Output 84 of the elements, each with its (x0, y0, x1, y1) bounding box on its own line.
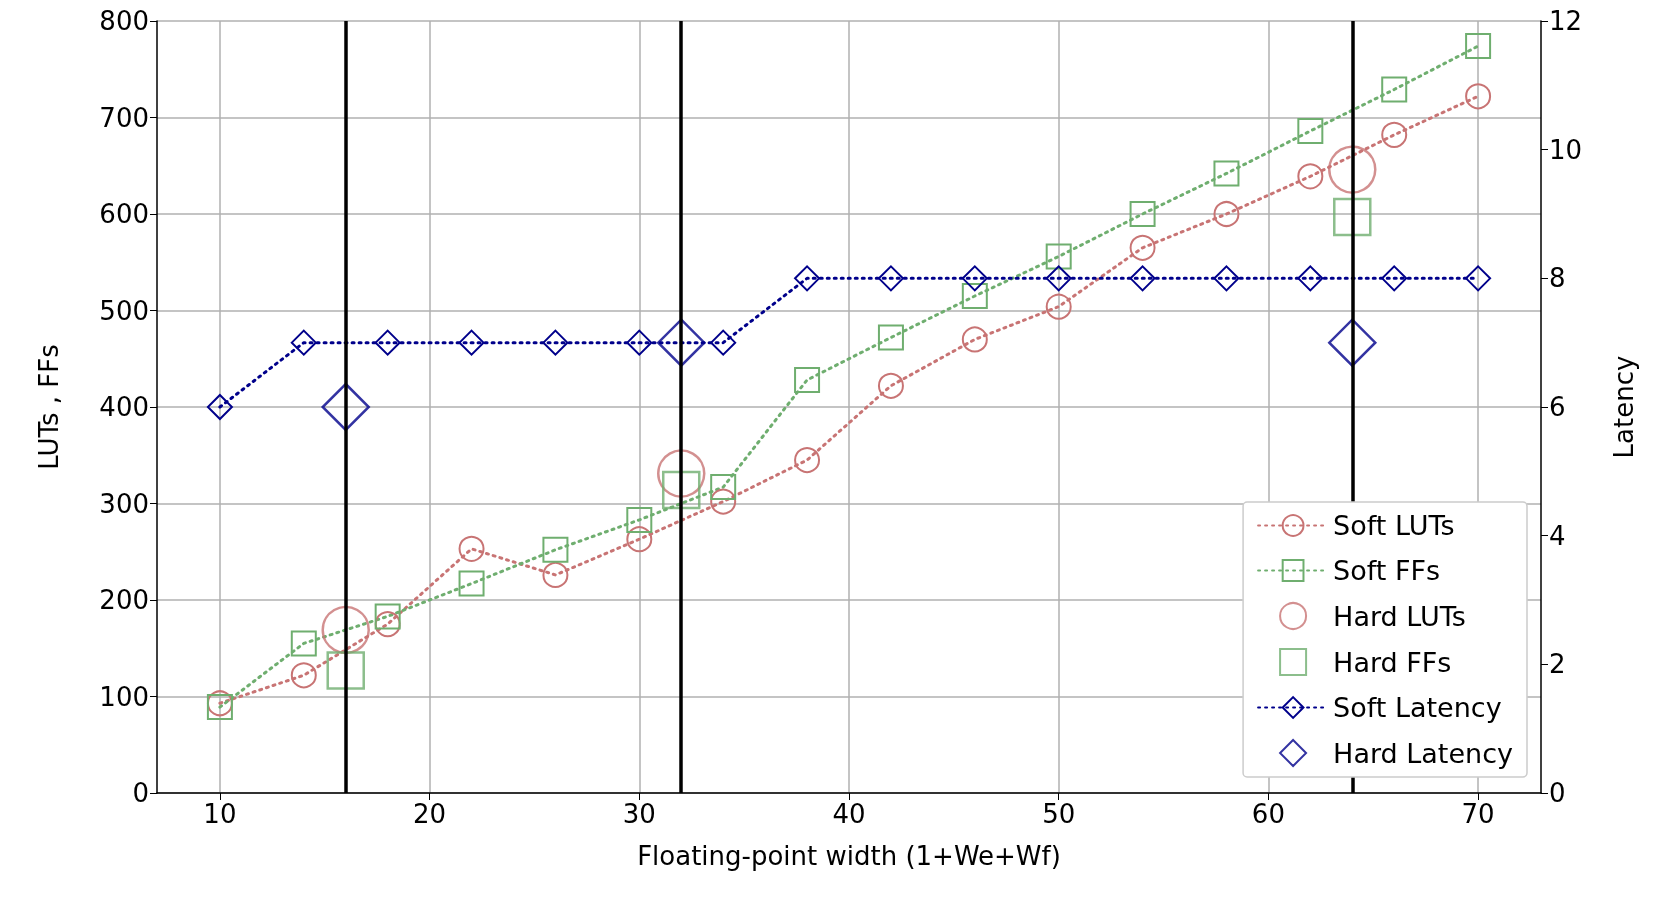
x-tick-label: 60 (1251, 799, 1285, 829)
y2-tick-label: 0 (1549, 778, 1566, 808)
point (1297, 265, 1324, 292)
x-tick-label: 50 (1042, 799, 1076, 829)
point (542, 561, 569, 588)
point (206, 394, 233, 420)
y-tick-label: 400 (99, 392, 149, 422)
point (710, 488, 737, 515)
point (961, 265, 988, 292)
point (794, 447, 821, 474)
y-tick-label: 200 (99, 585, 149, 615)
point (458, 329, 485, 356)
point (710, 474, 737, 501)
legend-label: Hard FFs (1333, 646, 1452, 678)
point (1129, 201, 1156, 227)
point (374, 329, 401, 356)
x-tick-label: 10 (203, 799, 237, 829)
point (877, 372, 904, 399)
point (961, 283, 988, 310)
x-tick-label: 30 (622, 799, 656, 829)
point (1129, 234, 1156, 261)
x-tick-label: 40 (832, 799, 866, 829)
point (626, 506, 653, 533)
point (458, 570, 485, 597)
point (1213, 201, 1240, 227)
point (1465, 33, 1492, 60)
y2-tick-label: 6 (1549, 392, 1566, 422)
legend-label: Hard Latency (1333, 737, 1514, 769)
y-tick-label: 0 (132, 778, 149, 808)
point (542, 329, 569, 356)
y-tick-label: 700 (99, 102, 149, 133)
point (1381, 265, 1408, 292)
point (1045, 293, 1072, 320)
point (794, 366, 821, 393)
point (794, 265, 821, 292)
point (710, 329, 737, 356)
point (326, 651, 365, 690)
legend-label: Soft LUTs (1333, 510, 1455, 541)
point (458, 535, 485, 562)
point (1333, 197, 1372, 237)
y2-tick-label: 10 (1549, 134, 1583, 165)
y2-tick-label: 8 (1549, 263, 1566, 294)
point (1381, 76, 1408, 103)
point (290, 662, 317, 689)
point (626, 526, 653, 553)
point (626, 329, 653, 356)
point (1213, 160, 1240, 187)
point (1328, 145, 1377, 194)
point (1045, 243, 1072, 270)
point (290, 630, 317, 657)
point (1129, 265, 1156, 292)
y-tick-label: 300 (99, 488, 149, 519)
y-tick-label: 100 (99, 681, 149, 712)
point (1381, 121, 1408, 148)
y2-tick-label: 4 (1549, 520, 1566, 551)
point (374, 611, 401, 638)
legend-label: Soft FFs (1333, 555, 1441, 586)
x-tick-label: 20 (413, 799, 447, 829)
point (290, 329, 317, 356)
point (374, 603, 401, 630)
point (961, 326, 988, 353)
point (542, 536, 569, 563)
x-tick-label: 70 (1461, 799, 1495, 829)
point (1045, 265, 1072, 292)
point (1297, 163, 1324, 190)
legend-label: Soft Latency (1333, 692, 1502, 723)
legend-label: Hard LUTs (1333, 600, 1466, 632)
x-axis-title: Floating-point width (1+We+Wf) (637, 841, 1061, 871)
y-axis-title: LUTs , FFs (34, 344, 64, 470)
y2-tick-label: 12 (1549, 6, 1583, 36)
point (656, 318, 706, 367)
point (1297, 118, 1324, 145)
point (1328, 318, 1377, 367)
point (321, 382, 370, 432)
y-tick-label: 500 (99, 295, 149, 326)
y-tick-label: 800 (99, 6, 149, 36)
y2-tick-label: 2 (1549, 649, 1566, 680)
point (1213, 265, 1240, 292)
point (877, 324, 904, 351)
point (1465, 83, 1492, 110)
point (877, 265, 904, 292)
y-tick-label: 600 (99, 199, 149, 229)
point (1465, 265, 1492, 292)
y2-axis-title: Latency (1609, 355, 1639, 459)
